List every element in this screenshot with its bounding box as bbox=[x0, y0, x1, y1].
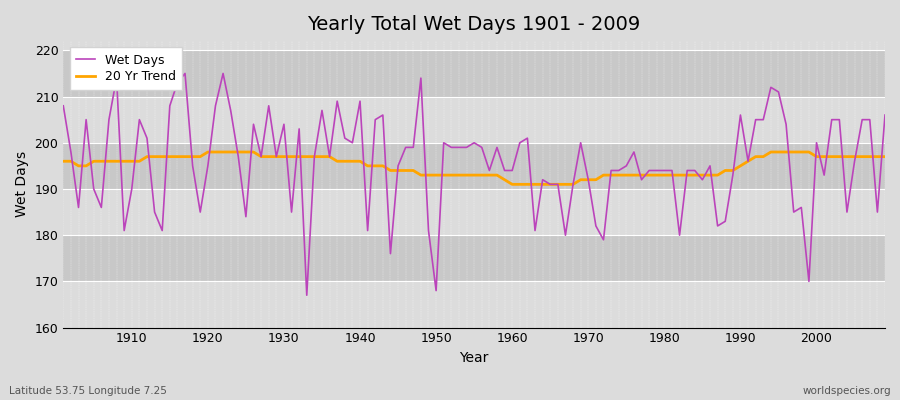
Wet Days bbox=[347, 140, 358, 145]
Legend: Wet Days, 20 Yr Trend: Wet Days, 20 Yr Trend bbox=[69, 47, 182, 90]
20 Yr Trend bbox=[613, 173, 624, 178]
Bar bbox=[63, 96, 885, 143]
Wet Days bbox=[180, 71, 191, 76]
Bar bbox=[63, 143, 885, 189]
Bar bbox=[63, 281, 885, 328]
Line: 20 Yr Trend: 20 Yr Trend bbox=[63, 152, 885, 184]
20 Yr Trend bbox=[522, 182, 533, 187]
Bar bbox=[63, 189, 885, 235]
Wet Days bbox=[879, 113, 890, 118]
20 Yr Trend bbox=[339, 159, 350, 164]
Text: worldspecies.org: worldspecies.org bbox=[803, 386, 891, 396]
20 Yr Trend bbox=[515, 182, 526, 187]
Wet Days bbox=[293, 126, 304, 131]
X-axis label: Year: Year bbox=[460, 351, 489, 365]
Wet Days bbox=[119, 228, 130, 233]
20 Yr Trend bbox=[202, 150, 213, 154]
Bar bbox=[63, 235, 885, 281]
20 Yr Trend bbox=[119, 159, 130, 164]
Wet Days bbox=[613, 168, 624, 173]
Wet Days bbox=[515, 140, 526, 145]
Title: Yearly Total Wet Days 1901 - 2009: Yearly Total Wet Days 1901 - 2009 bbox=[308, 15, 641, 34]
Bar bbox=[63, 50, 885, 96]
Wet Days bbox=[302, 293, 312, 298]
20 Yr Trend bbox=[58, 159, 68, 164]
20 Yr Trend bbox=[293, 154, 304, 159]
Wet Days bbox=[522, 136, 533, 140]
Wet Days bbox=[58, 103, 68, 108]
20 Yr Trend bbox=[879, 154, 890, 159]
Text: Latitude 53.75 Longitude 7.25: Latitude 53.75 Longitude 7.25 bbox=[9, 386, 166, 396]
Y-axis label: Wet Days: Wet Days bbox=[15, 151, 29, 218]
20 Yr Trend bbox=[507, 182, 517, 187]
Line: Wet Days: Wet Days bbox=[63, 74, 885, 295]
